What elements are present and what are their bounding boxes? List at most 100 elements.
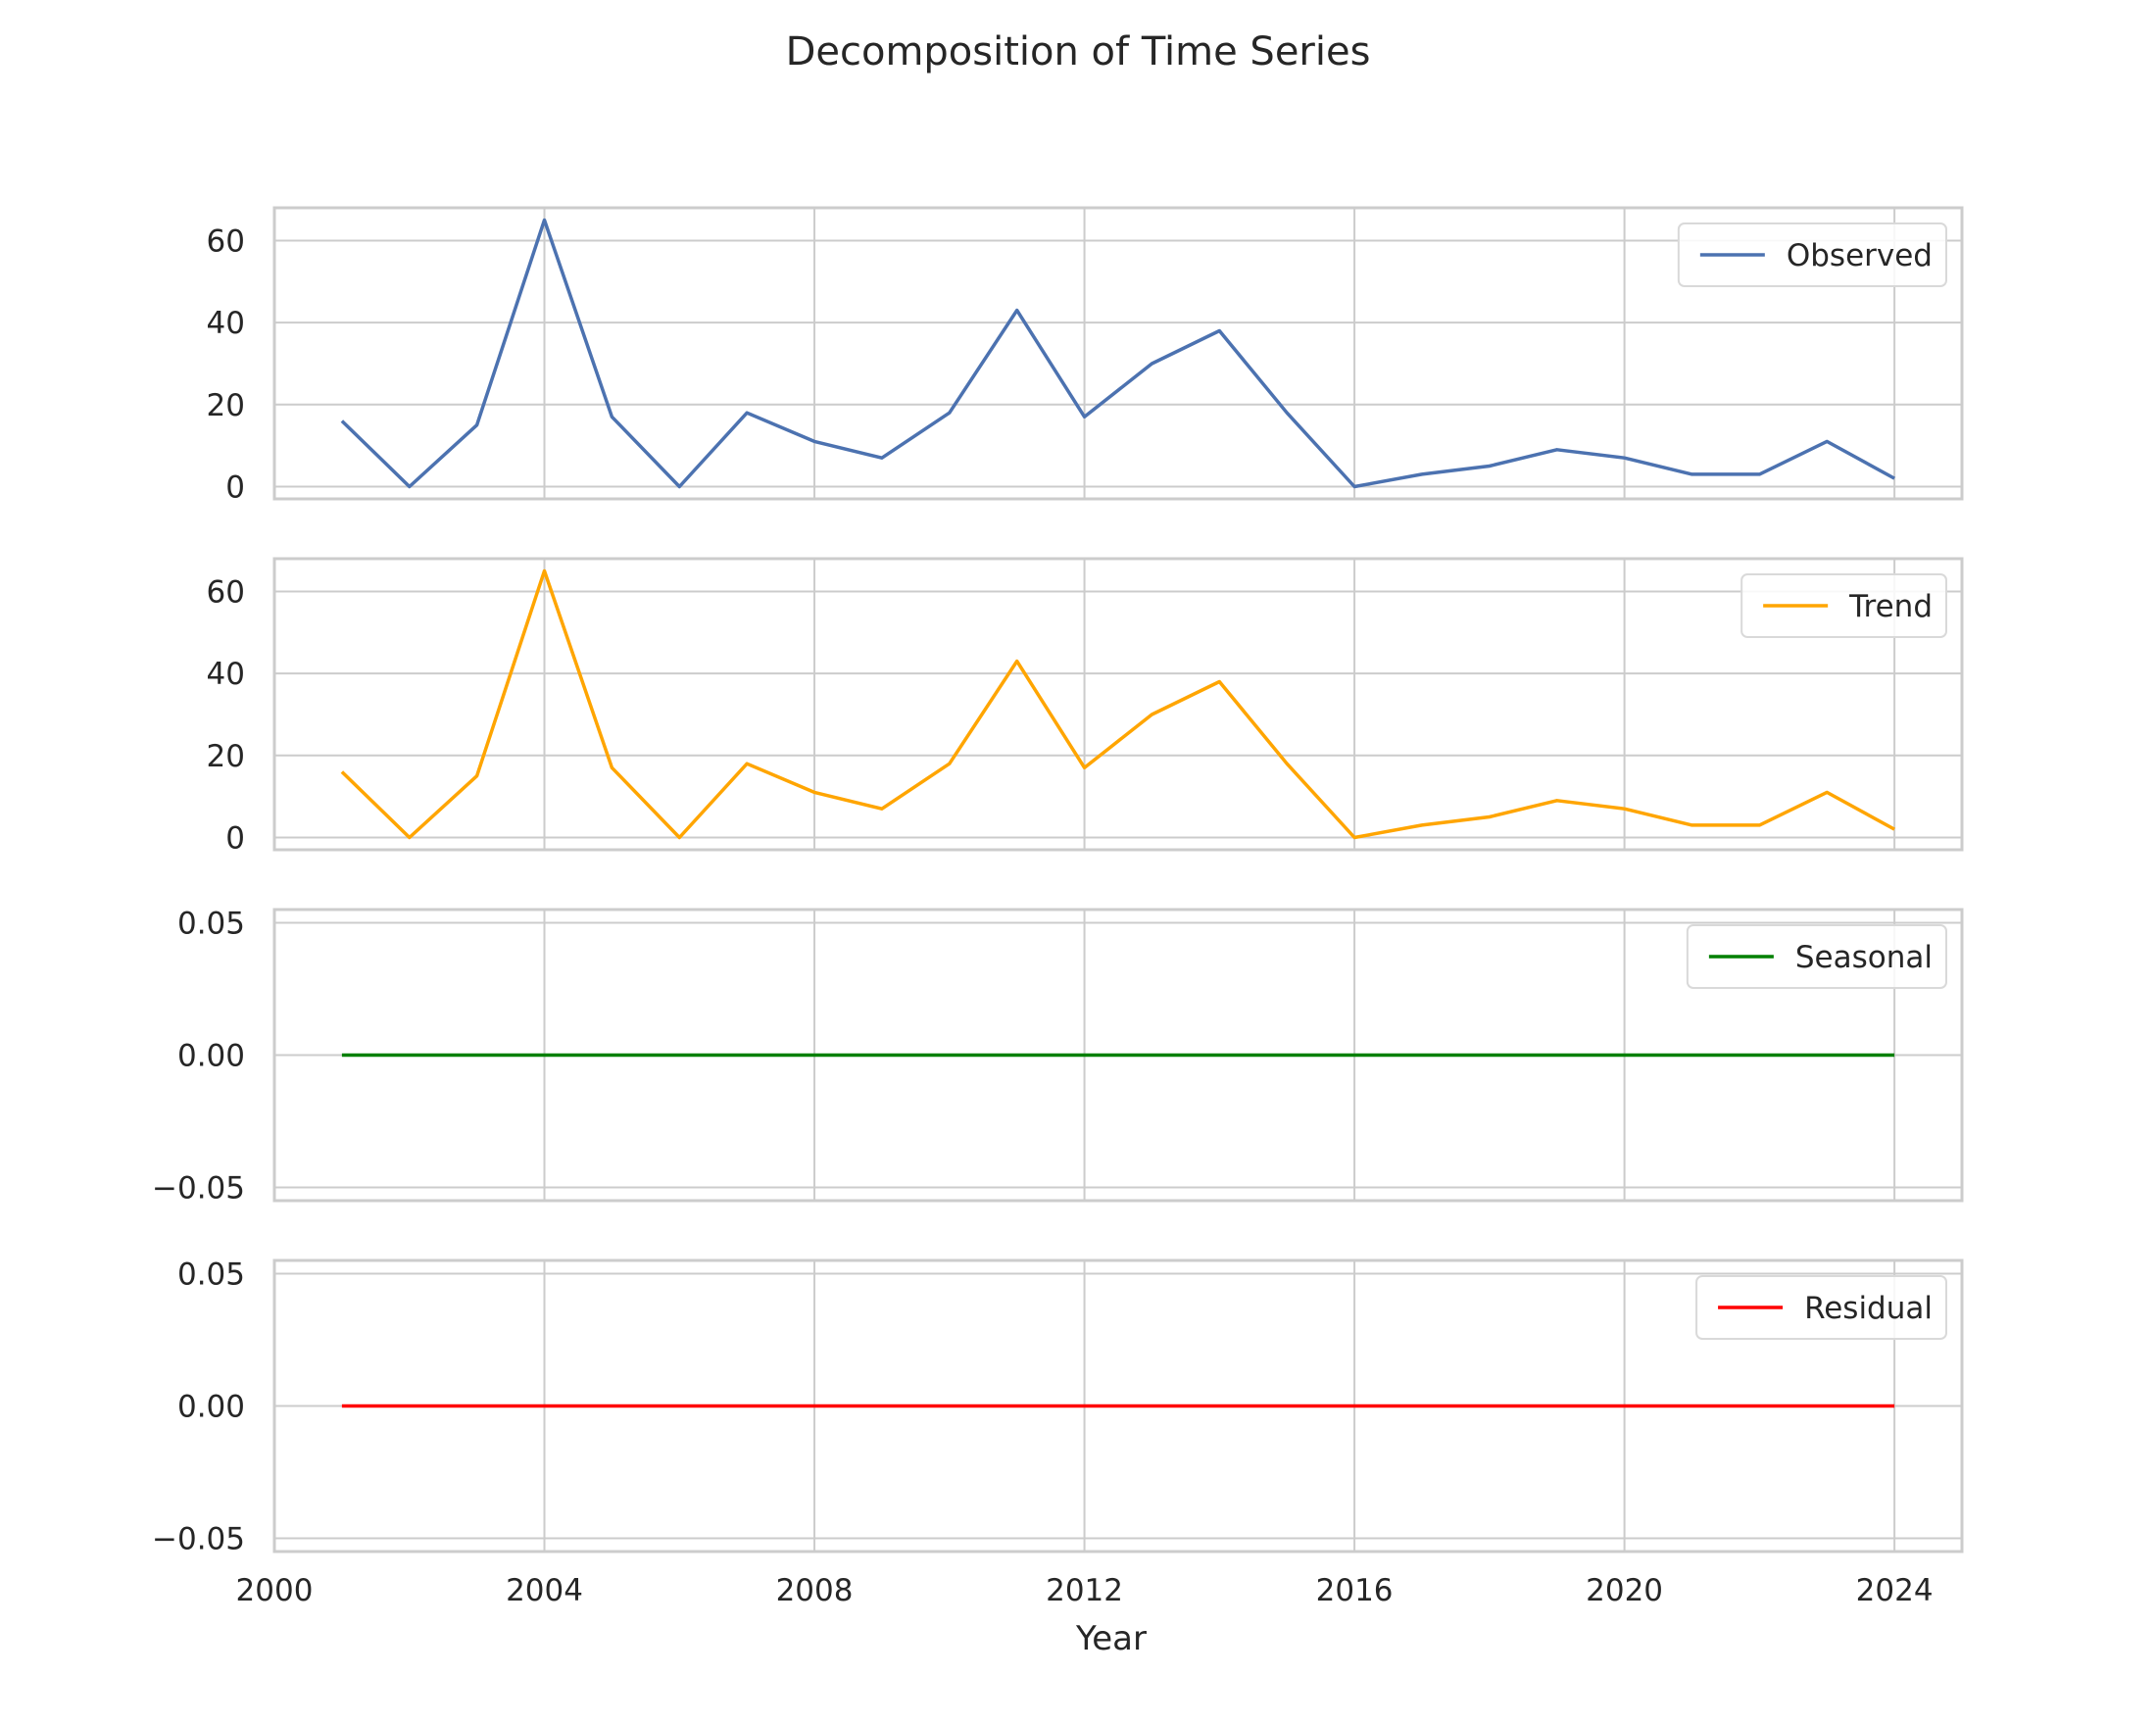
data-point-trend bbox=[1554, 798, 1559, 803]
data-point-observed bbox=[1014, 308, 1019, 313]
x-tick-label: 2000 bbox=[236, 1573, 314, 1608]
data-point-observed bbox=[1285, 411, 1290, 416]
x-tick-label: 2020 bbox=[1586, 1573, 1663, 1608]
panel-residual: −0.05 0.00 0.05 Residual bbox=[152, 1257, 1964, 1557]
data-point-residual bbox=[1082, 1404, 1087, 1408]
panel-frame-residual bbox=[272, 1258, 1964, 1553]
panel-frame-observed bbox=[272, 206, 1964, 501]
figure-title: Decomposition of Time Series bbox=[786, 29, 1371, 74]
data-point-observed bbox=[474, 422, 479, 427]
x-tick-labels: 2000 2004 2008 2012 2016 2020 2024 bbox=[236, 1573, 1934, 1608]
data-point-observed bbox=[1420, 471, 1425, 476]
data-point-trend bbox=[1690, 822, 1694, 827]
panel-trend: 0 20 40 60 Trend bbox=[207, 557, 1964, 856]
panel-seasonal: −0.05 0.00 0.05 Seasonal bbox=[152, 907, 1964, 1207]
y-tick-label-trend: 20 bbox=[207, 739, 245, 774]
data-point-trend bbox=[1420, 822, 1425, 827]
data-point-residual bbox=[1150, 1404, 1154, 1408]
data-point-trend bbox=[1825, 790, 1830, 795]
data-point-observed bbox=[339, 419, 344, 423]
data-point-trend bbox=[1014, 659, 1019, 664]
y-tick-label-trend: 0 bbox=[225, 820, 245, 856]
data-point-seasonal bbox=[1487, 1053, 1492, 1058]
data-point-residual bbox=[1825, 1404, 1830, 1408]
data-point-residual bbox=[1554, 1404, 1559, 1408]
data-point-observed bbox=[947, 411, 952, 416]
legend-box-observed bbox=[1677, 222, 1947, 287]
data-point-seasonal bbox=[407, 1053, 412, 1058]
legend-box-residual bbox=[1695, 1275, 1947, 1340]
series-line-observed bbox=[340, 218, 1895, 489]
data-point-residual bbox=[474, 1404, 479, 1408]
x-tick-label: 2024 bbox=[1856, 1573, 1934, 1608]
data-point-observed bbox=[1554, 447, 1559, 452]
data-point-residual bbox=[879, 1404, 884, 1408]
x-tick-label: 2004 bbox=[506, 1573, 583, 1608]
data-point-trend bbox=[1757, 822, 1762, 827]
data-point-seasonal bbox=[542, 1053, 547, 1058]
x-tick-label: 2012 bbox=[1046, 1573, 1123, 1608]
y-tick-label-observed: 0 bbox=[225, 469, 245, 505]
data-point-trend bbox=[812, 790, 817, 795]
data-point-observed bbox=[1825, 439, 1830, 444]
data-point-seasonal bbox=[1554, 1053, 1559, 1058]
data-point-trend bbox=[339, 769, 344, 774]
legend-label-seasonal: Seasonal bbox=[1795, 940, 1933, 975]
data-point-trend bbox=[879, 807, 884, 812]
data-point-residual bbox=[1014, 1404, 1019, 1408]
subplot-panels: 0 20 40 60 Observed 0 20 40 60 Trend −0.05 0.00 0.05… bbox=[152, 206, 1964, 1557]
data-point-residual bbox=[1217, 1404, 1222, 1408]
data-point-residual bbox=[407, 1404, 412, 1408]
data-point-observed bbox=[745, 411, 750, 416]
y-tick-label-trend: 40 bbox=[207, 657, 245, 692]
data-point-seasonal bbox=[1082, 1053, 1087, 1058]
data-point-observed bbox=[407, 484, 412, 489]
data-point-residual bbox=[1757, 1404, 1762, 1408]
data-point-seasonal bbox=[745, 1053, 750, 1058]
data-point-residual bbox=[1892, 1404, 1897, 1408]
data-point-residual bbox=[1690, 1404, 1694, 1408]
data-point-trend bbox=[1487, 814, 1492, 819]
data-point-seasonal bbox=[1150, 1053, 1154, 1058]
data-point-trend bbox=[1892, 827, 1897, 832]
data-point-trend bbox=[1217, 679, 1222, 684]
data-point-residual bbox=[1420, 1404, 1425, 1408]
data-point-trend bbox=[1352, 835, 1357, 840]
data-point-observed bbox=[610, 415, 614, 419]
x-tick-label: 2016 bbox=[1316, 1573, 1394, 1608]
data-point-seasonal bbox=[1014, 1053, 1019, 1058]
data-point-trend bbox=[1285, 762, 1290, 766]
data-point-trend bbox=[474, 773, 479, 778]
data-point-residual bbox=[1487, 1404, 1492, 1408]
data-point-seasonal bbox=[812, 1053, 817, 1058]
data-point-residual bbox=[947, 1404, 952, 1408]
data-point-seasonal bbox=[677, 1053, 682, 1058]
x-tick-label: 2008 bbox=[776, 1573, 854, 1608]
data-point-observed bbox=[1352, 484, 1357, 489]
data-point-observed bbox=[812, 439, 817, 444]
data-point-residual bbox=[1622, 1404, 1627, 1408]
data-point-seasonal bbox=[474, 1053, 479, 1058]
data-point-seasonal bbox=[1825, 1053, 1830, 1058]
y-tick-label-trend: 60 bbox=[207, 574, 245, 610]
y-tick-label-observed: 20 bbox=[207, 388, 245, 423]
data-point-observed bbox=[1892, 476, 1897, 481]
data-point-seasonal bbox=[1420, 1053, 1425, 1058]
data-point-seasonal bbox=[947, 1053, 952, 1058]
y-tick-label-seasonal: −0.05 bbox=[152, 1171, 245, 1207]
data-point-observed bbox=[879, 456, 884, 461]
data-point-residual bbox=[610, 1404, 614, 1408]
data-point-trend bbox=[745, 762, 750, 766]
legend-box-seasonal bbox=[1686, 924, 1947, 989]
data-point-trend bbox=[1082, 765, 1087, 770]
data-point-residual bbox=[812, 1404, 817, 1408]
data-point-seasonal bbox=[1285, 1053, 1290, 1058]
panel-frame-seasonal bbox=[272, 908, 1964, 1203]
legend-label-trend: Trend bbox=[1848, 589, 1933, 624]
data-point-observed bbox=[1082, 415, 1087, 419]
legend-seasonal: Seasonal bbox=[1686, 924, 1947, 989]
x-axis-label: Year bbox=[1075, 1619, 1147, 1658]
y-tick-label-seasonal: 0.00 bbox=[177, 1039, 245, 1074]
